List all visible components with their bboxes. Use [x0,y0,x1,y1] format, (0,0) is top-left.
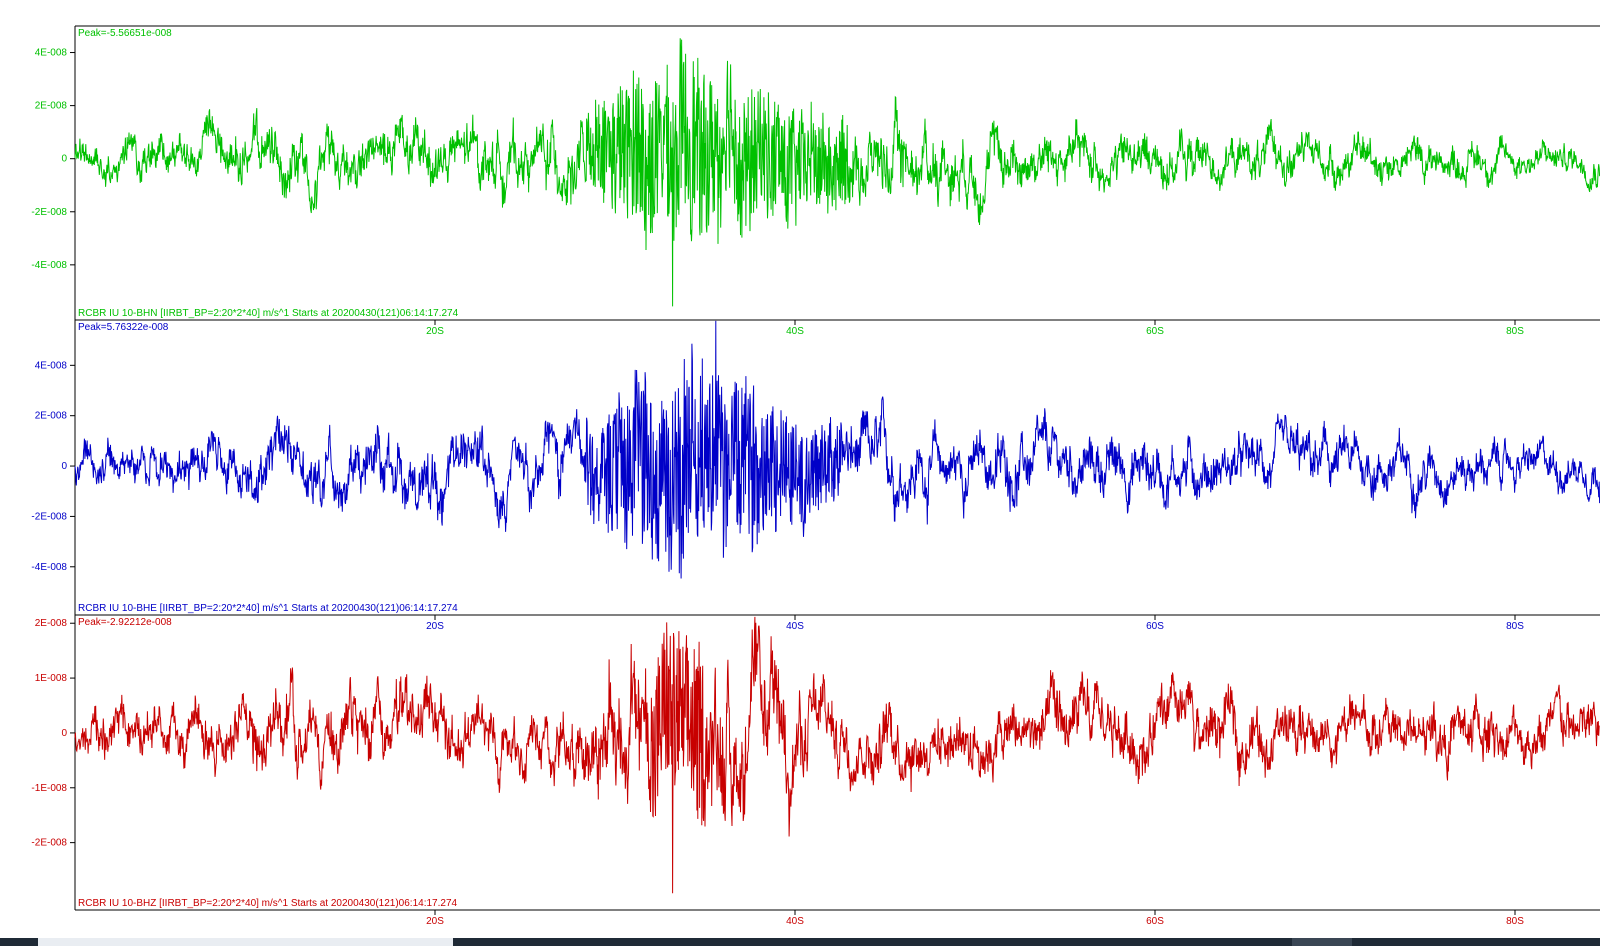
peak-label: Peak=-5.56651e-008 [78,28,172,39]
peak-label: Peak=-2.92212e-008 [78,617,172,628]
trace-label: RCBR IU 10-BHN [IIRBT_BP=2:20*2*40] m/s^… [78,308,459,319]
y-tick-label: 4E-008 [35,360,68,371]
y-tick-label: -2E-008 [31,838,67,849]
peak-label: Peak=5.76322e-008 [78,322,169,333]
trace-label: RCBR IU 10-BHE [IIRBT_BP=2:20*2*40] m/s^… [78,603,458,614]
x-tick-label: 80S [1506,326,1524,337]
y-tick-label: 0 [61,461,67,472]
y-tick-label: -2E-008 [31,207,67,218]
x-tick-label: 60S [1146,621,1164,632]
y-tick-label: -4E-008 [31,260,67,271]
y-tick-label: 0 [61,154,67,165]
y-tick-label: -4E-008 [31,562,67,573]
x-tick-label: 40S [786,326,804,337]
y-tick-label: -2E-008 [31,511,67,522]
waveform-bhe [74,320,1600,579]
x-tick-label: 20S [426,916,444,927]
waveform-bhz [74,616,1600,894]
y-tick-label: 0 [61,728,67,739]
panel-bhe: 4E-008 2E-008 0 -2E-008 -4E-008 20S 40S 60S 80S P… [31,319,1600,632]
taskbar-tray-item[interactable] [1292,938,1352,946]
y-tick-label: 2E-008 [35,618,68,629]
taskbar [0,938,1600,946]
x-tick-label: 60S [1146,916,1164,927]
x-tick-label: 40S [786,916,804,927]
x-tick-label: 40S [786,621,804,632]
x-tick-label: 60S [1146,326,1164,337]
panel-bhn: 4E-008 2E-008 0 -2E-008 -4E-008 20S 40S 60S 80S P… [31,25,1600,337]
x-tick-label: 80S [1506,916,1524,927]
y-tick-label: 2E-008 [35,411,68,422]
y-tick-label: 1E-008 [35,673,68,684]
trace-label: RCBR IU 10-BHZ [IIRBT_BP=2:20*2*40] m/s^… [78,898,458,909]
x-tick-label: 20S [426,621,444,632]
x-tick-label: 80S [1506,621,1524,632]
y-tick-label: 4E-008 [35,48,68,59]
panel-bhz: 2E-008 1E-008 0 -1E-008 -2E-008 20S 40S 60S 80S P… [31,614,1600,927]
y-tick-label: 2E-008 [35,101,68,112]
waveform-bhn [74,38,1600,307]
taskbar-window-item[interactable] [38,938,453,946]
x-tick-label: 20S [426,326,444,337]
y-tick-label: -1E-008 [31,783,67,794]
